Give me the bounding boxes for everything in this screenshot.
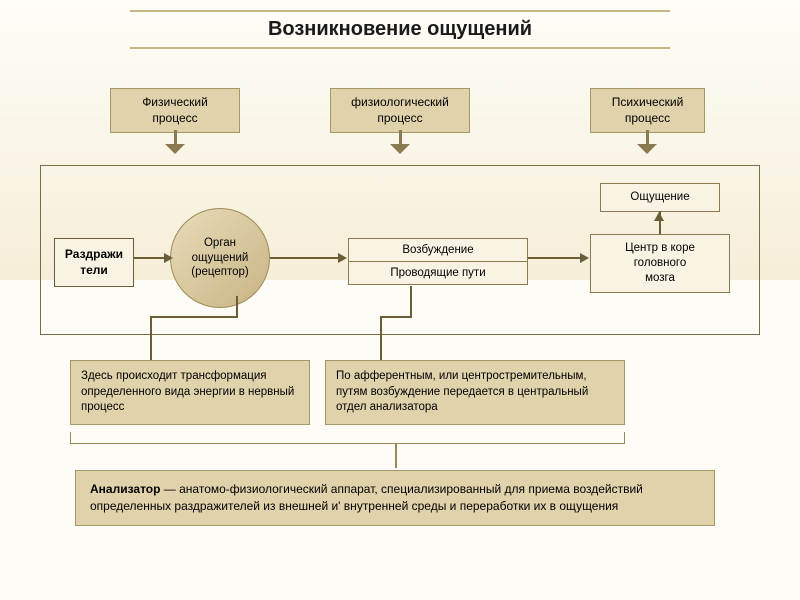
excitation-label: Возбуждение bbox=[349, 239, 527, 261]
stimuli-box: Раздражители bbox=[54, 238, 134, 287]
arrow4-head bbox=[654, 212, 664, 221]
arrow1-line bbox=[134, 257, 168, 259]
note-transform-text: Здесь происходит трансформация определен… bbox=[81, 370, 294, 413]
sensation-box: Ощущение bbox=[600, 183, 720, 212]
arrow2-line bbox=[270, 257, 342, 259]
conn-recept-v bbox=[236, 296, 238, 316]
marker-physical-line bbox=[174, 130, 177, 144]
marker-psychic-line bbox=[646, 130, 649, 144]
brain-center-box: Центр в кореголовногомозга bbox=[590, 234, 730, 293]
receptor-label: Органощущений(рецептор) bbox=[191, 236, 248, 281]
marker-psychic-arrow bbox=[637, 144, 657, 154]
stimuli-label: Раздражители bbox=[65, 247, 123, 277]
pathways-label: Проводящие пути bbox=[349, 262, 527, 284]
arrow2-head bbox=[338, 253, 347, 263]
conn-path-v2 bbox=[380, 316, 382, 360]
marker-physio-line bbox=[399, 130, 402, 144]
title-bar: Возникновение ощущений bbox=[130, 10, 670, 49]
sensation-label: Ощущение bbox=[630, 191, 689, 203]
bracket bbox=[70, 432, 625, 444]
receptor-circle: Органощущений(рецептор) bbox=[170, 208, 270, 308]
conn-path-h bbox=[380, 316, 412, 318]
definition-label: Анализатор bbox=[90, 482, 160, 496]
arrow1-head bbox=[164, 253, 173, 263]
process-physiological: физиологическийпроцесс bbox=[330, 88, 470, 133]
marker-physio-arrow bbox=[390, 144, 410, 154]
definition-text: — анатомо-физиологический аппарат, специ… bbox=[90, 482, 643, 513]
process-psychic-label: Психическийпроцесс bbox=[612, 95, 684, 125]
arrow3-line bbox=[528, 257, 584, 259]
excitation-pathways-box: Возбуждение Проводящие пути bbox=[348, 238, 528, 285]
process-psychic: Психическийпроцесс bbox=[590, 88, 705, 133]
bracket-stem bbox=[395, 444, 397, 468]
title-text: Возникновение ощущений bbox=[130, 18, 670, 41]
definition-box: Анализатор — анатомо-физиологический апп… bbox=[75, 470, 715, 526]
note-transform: Здесь происходит трансформация определен… bbox=[70, 360, 310, 425]
note-afferent-text: По афферентным, или центростремительным,… bbox=[336, 370, 588, 413]
process-physiological-label: физиологическийпроцесс bbox=[351, 95, 449, 125]
process-physical-label: Физическийпроцесс bbox=[142, 95, 208, 125]
conn-recept-v2 bbox=[150, 316, 152, 360]
process-physical: Физическийпроцесс bbox=[110, 88, 240, 133]
marker-physical-arrow bbox=[165, 144, 185, 154]
arrow3-head bbox=[580, 253, 589, 263]
brain-center-label: Центр в кореголовногомозга bbox=[625, 242, 695, 284]
conn-recept-h bbox=[150, 316, 238, 318]
conn-path-v bbox=[410, 286, 412, 316]
note-afferent: По афферентным, или центростремительным,… bbox=[325, 360, 625, 425]
